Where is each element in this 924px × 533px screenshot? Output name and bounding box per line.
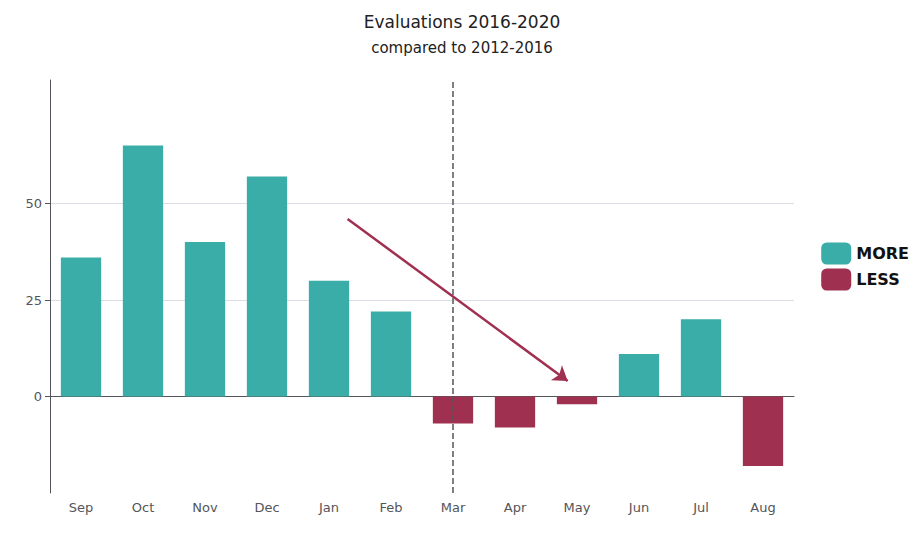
- svg-text:Jul: Jul: [692, 500, 709, 515]
- svg-text:Oct: Oct: [132, 500, 154, 515]
- svg-text:Dec: Dec: [254, 500, 279, 515]
- svg-text:25: 25: [25, 293, 42, 308]
- svg-text:Mar: Mar: [441, 500, 466, 515]
- svg-text:May: May: [564, 500, 591, 515]
- svg-text:compared to 2012-2016: compared to 2012-2016: [371, 39, 553, 57]
- svg-text:Nov: Nov: [192, 500, 218, 515]
- svg-text:Evaluations 2016-2020: Evaluations 2016-2020: [364, 12, 561, 32]
- svg-text:MORE: MORE: [856, 244, 909, 263]
- svg-text:0: 0: [34, 389, 42, 404]
- svg-text:Jan: Jan: [318, 500, 339, 515]
- svg-text:Feb: Feb: [379, 500, 402, 515]
- svg-text:50: 50: [25, 196, 42, 211]
- svg-text:LESS: LESS: [856, 270, 899, 289]
- svg-text:Aug: Aug: [750, 500, 775, 515]
- svg-text:Jun: Jun: [628, 500, 649, 515]
- svg-text:Apr: Apr: [504, 500, 527, 515]
- svg-text:Sep: Sep: [69, 500, 94, 515]
